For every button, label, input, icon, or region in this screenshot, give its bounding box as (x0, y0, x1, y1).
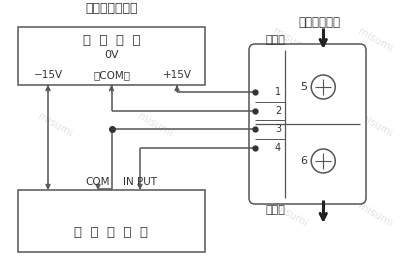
Bar (18, 27, 205, 85)
Text: IN PUT: IN PUT (123, 177, 157, 187)
Text: misumi: misumi (356, 201, 394, 229)
Text: （一次電流）: （一次電流） (299, 15, 341, 29)
Text: misumi: misumi (271, 201, 309, 229)
Text: +15V: +15V (162, 70, 191, 80)
Text: 2: 2 (275, 106, 281, 116)
Text: misumi: misumi (271, 111, 309, 139)
Text: （－）: （－） (265, 205, 285, 215)
Text: misumi: misumi (36, 26, 74, 54)
Text: misumi: misumi (136, 111, 174, 139)
Text: （＋）: （＋） (265, 35, 285, 45)
Text: 0V: 0V (104, 50, 119, 60)
Text: 1: 1 (275, 87, 281, 97)
Text: misumi: misumi (356, 111, 394, 139)
Text: 5: 5 (300, 82, 307, 92)
Text: 3: 3 (275, 124, 281, 134)
Text: COM: COM (86, 177, 110, 187)
Text: misumi: misumi (356, 26, 394, 54)
Text: −15V: −15V (33, 70, 62, 80)
Text: （一般市販品）: （一般市販品） (85, 2, 138, 15)
FancyBboxPatch shape (249, 44, 366, 204)
Text: misumi: misumi (271, 26, 309, 54)
Text: misumi: misumi (36, 201, 74, 229)
Text: 出  力  測  定  器: 出 力 測 定 器 (75, 225, 149, 238)
Circle shape (311, 149, 335, 173)
Text: misumi: misumi (136, 201, 174, 229)
Circle shape (311, 75, 335, 99)
Text: 6: 6 (300, 156, 307, 166)
Text: 制  御  電  源: 制 御 電 源 (83, 35, 140, 48)
Text: misumi: misumi (36, 111, 74, 139)
Text: （COM）: （COM） (93, 70, 130, 80)
Text: 4: 4 (275, 143, 281, 153)
Text: misumi: misumi (121, 26, 159, 54)
Bar (18, 190, 205, 252)
